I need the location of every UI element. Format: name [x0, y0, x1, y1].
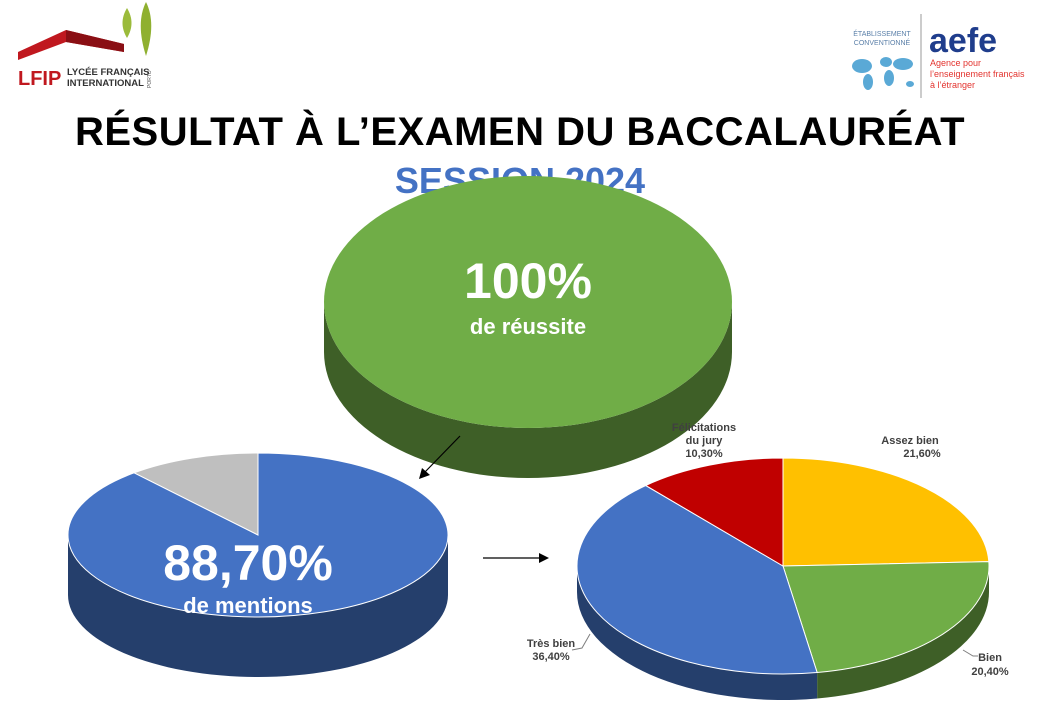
lfip-logo: LFIP LYCÉE FRANÇAIS INTERNATIONAL PORTO: [18, 2, 153, 90]
label-bien-name: Bien: [978, 652, 1002, 664]
reussite-value: 100%: [464, 253, 592, 309]
label-tres-bien-name: Très bien: [527, 638, 576, 650]
lfip-acronym: LFIP: [18, 68, 61, 90]
pie1-slice-1: [132, 452, 259, 536]
tres-bien-leader: [571, 633, 591, 651]
pie2-side-1: [817, 566, 989, 699]
bien-leader: [962, 649, 978, 657]
label-felicitations-line1: Félicitations: [672, 422, 736, 434]
label-tres-bien-value: 36,40%: [532, 651, 570, 663]
pie1-side-0: [68, 535, 448, 677]
mentions-pie: [67, 452, 449, 677]
label-felicitations: Félicitations du jury 10,30%: [672, 422, 736, 460]
pie2-side-2: [577, 566, 818, 700]
arrow-right-icon: [483, 553, 549, 563]
lfip-roof-shade-icon: [66, 30, 124, 52]
lfip-city: PORTO: [147, 70, 153, 88]
lfip-line1: LYCÉE FRANÇAIS: [67, 67, 150, 78]
mentions-value: 88,70%: [163, 535, 333, 591]
label-felicitations-value: 10,30%: [685, 448, 723, 460]
aefe-tagline1: Agence pour: [930, 58, 981, 68]
aefe-top-line2: CONVENTIONNÉ: [854, 38, 911, 47]
label-assez-bien-name: Assez bien: [881, 435, 939, 447]
label-tres-bien: Très bien 36,40%: [527, 633, 591, 663]
arrow-down-left-icon: [419, 435, 461, 479]
aefe-logo: ÉTABLISSEMENT CONVENTIONNÉ aefe Agence p…: [852, 14, 1025, 98]
pie2-slice-3: [644, 457, 784, 567]
aefe-name: aefe: [929, 22, 997, 60]
reussite-pie: [324, 176, 732, 478]
lfip-leaf2-icon: [140, 2, 152, 56]
label-bien: Bien 20,40%: [962, 649, 1009, 678]
world-map-icon: [852, 57, 914, 90]
aefe-top-line1: ÉTABLISSEMENT: [853, 29, 911, 38]
label-bien-value: 20,40%: [971, 666, 1009, 678]
label-assez-bien: Assez bien 21,60%: [881, 435, 941, 460]
reussite-caption: de réussite: [470, 314, 586, 339]
pie0-slice-0: [324, 176, 732, 428]
pie2-slice-0: [782, 457, 990, 567]
lfip-line2: INTERNATIONAL: [67, 78, 144, 89]
pie0-side-0: [324, 302, 732, 478]
page-title: RÉSULTAT À L’EXAMEN DU BACCALAURÉAT: [74, 110, 966, 154]
pie2-slice-2: [576, 484, 818, 675]
label-assez-bien-value: 21,60%: [903, 448, 941, 460]
aefe-tagline3: à l’étranger: [930, 80, 975, 90]
mentions-caption: de mentions: [183, 593, 313, 618]
aefe-tagline2: l’enseignement français: [930, 69, 1025, 79]
label-felicitations-line2: du jury: [686, 435, 724, 447]
mentions-breakdown-pie: [576, 457, 990, 700]
pie2-slice-1: [782, 561, 990, 674]
lfip-leaf-icon: [122, 8, 132, 38]
